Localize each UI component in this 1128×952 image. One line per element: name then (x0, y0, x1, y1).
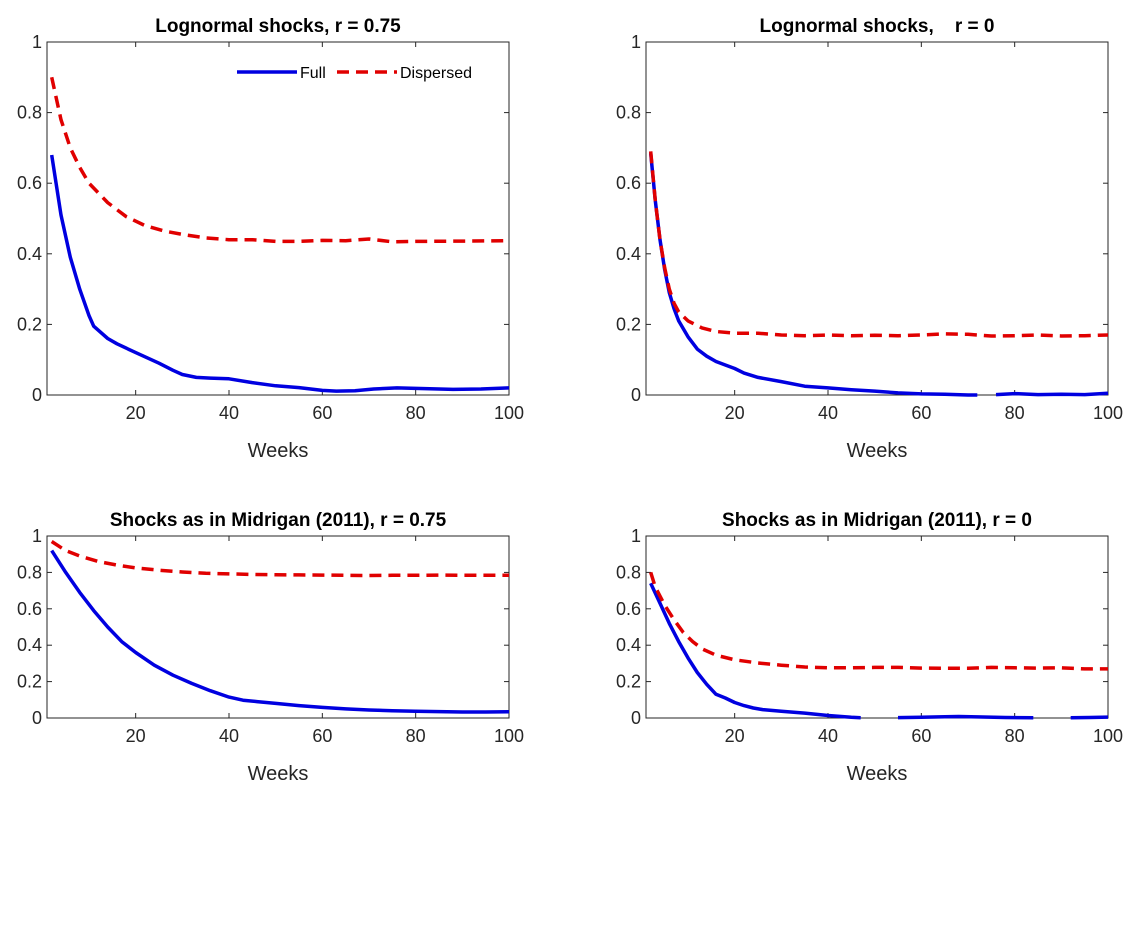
x-tick-label: 40 (219, 403, 239, 423)
x-tick-label: 20 (725, 403, 745, 423)
series-line-full (52, 155, 509, 391)
legend-label-dispersed: Dispersed (400, 65, 472, 82)
y-tick-label: 0.4 (17, 244, 42, 264)
y-tick-label: 0.4 (616, 635, 641, 655)
y-tick-label: 1 (631, 32, 641, 52)
panel-midrigan-r0: Shocks as in Midrigan (2011), r = 0 20 40 6… (616, 510, 1123, 785)
y-tick-label: 0.2 (616, 672, 641, 692)
chart-title: Shocks as in Midrigan (2011), r = 0.75 (110, 510, 447, 531)
y-tick-label: 0 (631, 385, 641, 405)
x-tick-label: 60 (312, 726, 332, 746)
x-tick-label: 20 (126, 403, 146, 423)
x-axis-label: Weeks (248, 763, 309, 785)
y-tick-label: 0.6 (616, 173, 641, 193)
y-tick-label: 0.2 (17, 314, 42, 334)
series-line-dispersed (52, 542, 509, 576)
y-tick-label: 0.8 (616, 103, 641, 123)
panel-lognormal-r0: Lognormal shocks, r = 0 20 40 60 80 100 0 0.2 0.… (616, 16, 1123, 462)
y-tick-label: 0.4 (616, 244, 641, 264)
x-tick-label: 100 (1093, 403, 1123, 423)
x-axis-label: Weeks (847, 763, 908, 785)
axes-box (646, 536, 1108, 718)
x-tick-label: 20 (725, 726, 745, 746)
y-tick-label: 0.2 (616, 314, 641, 334)
y-tick-label: 0.8 (616, 562, 641, 582)
series-line-full (651, 153, 1108, 395)
x-tick-label: 100 (494, 726, 524, 746)
y-tick-label: 0.6 (17, 599, 42, 619)
chart-title: Shocks as in Midrigan (2011), r = 0 (722, 510, 1032, 531)
x-tick-label: 40 (818, 403, 838, 423)
series-line-dispersed (52, 77, 509, 242)
y-tick-label: 1 (32, 526, 42, 546)
chart-title: Lognormal shocks, r = 0.75 (155, 16, 401, 37)
x-tick-label: 80 (406, 726, 426, 746)
panel-midrigan-r075: Shocks as in Midrigan (2011), r = 0.75 20… (17, 510, 524, 785)
y-tick-label: 1 (631, 526, 641, 546)
x-axis-label: Weeks (847, 440, 908, 462)
x-tick-label: 100 (1093, 726, 1123, 746)
x-tick-label: 100 (494, 403, 524, 423)
x-tick-label: 80 (406, 403, 426, 423)
x-tick-label: 20 (126, 726, 146, 746)
x-axis-label: Weeks (248, 440, 309, 462)
x-tick-label: 40 (219, 726, 239, 746)
legend-label-full: Full (300, 65, 326, 82)
x-tick-label: 60 (312, 403, 332, 423)
y-tick-label: 0 (32, 385, 42, 405)
chart-title: Lognormal shocks, r = 0 (760, 16, 995, 37)
axes-box (646, 42, 1108, 395)
x-tick-label: 80 (1005, 726, 1025, 746)
series-line-dispersed (651, 151, 1108, 336)
series-line-full (651, 583, 1108, 718)
y-tick-label: 0.8 (17, 562, 42, 582)
y-tick-label: 0.8 (17, 103, 42, 123)
y-tick-label: 0.4 (17, 635, 42, 655)
y-tick-label: 0.6 (17, 173, 42, 193)
y-tick-label: 0.6 (616, 599, 641, 619)
x-tick-label: 60 (911, 726, 931, 746)
y-tick-label: 0 (32, 708, 42, 728)
y-tick-label: 0 (631, 708, 641, 728)
x-tick-label: 40 (818, 726, 838, 746)
y-tick-label: 1 (32, 32, 42, 52)
x-tick-label: 80 (1005, 403, 1025, 423)
y-tick-label: 0.2 (17, 672, 42, 692)
axes-box (47, 536, 509, 718)
x-tick-label: 60 (911, 403, 931, 423)
panel-lognormal-r075: Lognormal shocks, r = 0.75 20 40 60 80 100 0 0.… (17, 16, 524, 462)
series-line-dispersed (651, 572, 1108, 669)
